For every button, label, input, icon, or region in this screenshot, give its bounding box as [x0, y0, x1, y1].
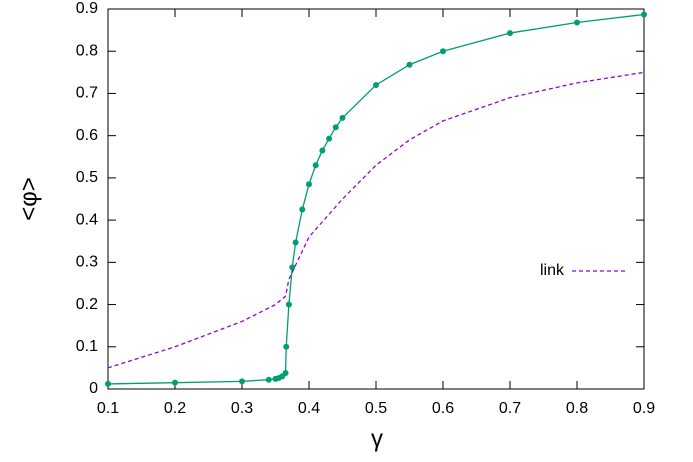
data-point [105, 380, 111, 387]
data-point [641, 11, 647, 18]
x-tick-label: 0.2 [164, 400, 186, 417]
y-tick-label: 0.6 [76, 127, 98, 144]
plot-frame [107, 8, 645, 390]
data-point [406, 61, 413, 68]
data-point [289, 264, 296, 271]
x-tick-label: 0.3 [231, 400, 253, 417]
y-tick-label: 0.4 [76, 211, 98, 228]
data-point [282, 369, 289, 376]
data-point [312, 162, 319, 169]
x-tick-label: 0.4 [298, 400, 320, 417]
x-tick-label: 0.7 [499, 400, 521, 417]
data-point [339, 114, 346, 121]
y-axis-title: <φ> [15, 177, 42, 221]
data-point [332, 124, 339, 131]
y-tick-label: 0.8 [76, 42, 98, 59]
series-line [107, 71, 645, 369]
x-tick-label: 0.8 [566, 400, 588, 417]
x-tick-label: 0.9 [633, 400, 655, 417]
data-point [239, 378, 245, 385]
data-point [265, 376, 272, 383]
data-point [172, 379, 178, 386]
data-point [326, 135, 333, 142]
y-tick-label: 0.7 [76, 85, 98, 102]
data-point [574, 19, 580, 26]
data-point [306, 181, 312, 188]
y-tick-label: 0.5 [76, 169, 98, 186]
series-line [107, 13, 645, 385]
x-axis-title: γ [371, 425, 383, 452]
y-tick-label: 0.3 [76, 254, 98, 271]
data-point [292, 239, 299, 246]
data-point [299, 206, 306, 213]
y-tick-label: 0 [89, 380, 98, 397]
x-tick-label: 0.6 [432, 400, 454, 417]
y-tick-label: 0.1 [76, 338, 98, 355]
data-point [283, 343, 290, 350]
x-tick-label: 0.1 [97, 400, 119, 417]
data-point [507, 30, 513, 37]
data-point [373, 82, 379, 88]
legend-label: link [540, 262, 565, 279]
data-point [285, 301, 292, 308]
y-tick-label: 0.2 [76, 296, 98, 313]
x-tick-label: 0.5 [365, 400, 387, 417]
y-tick-label: 0.9 [76, 0, 98, 17]
data-point [319, 147, 326, 154]
data-point [440, 48, 446, 55]
